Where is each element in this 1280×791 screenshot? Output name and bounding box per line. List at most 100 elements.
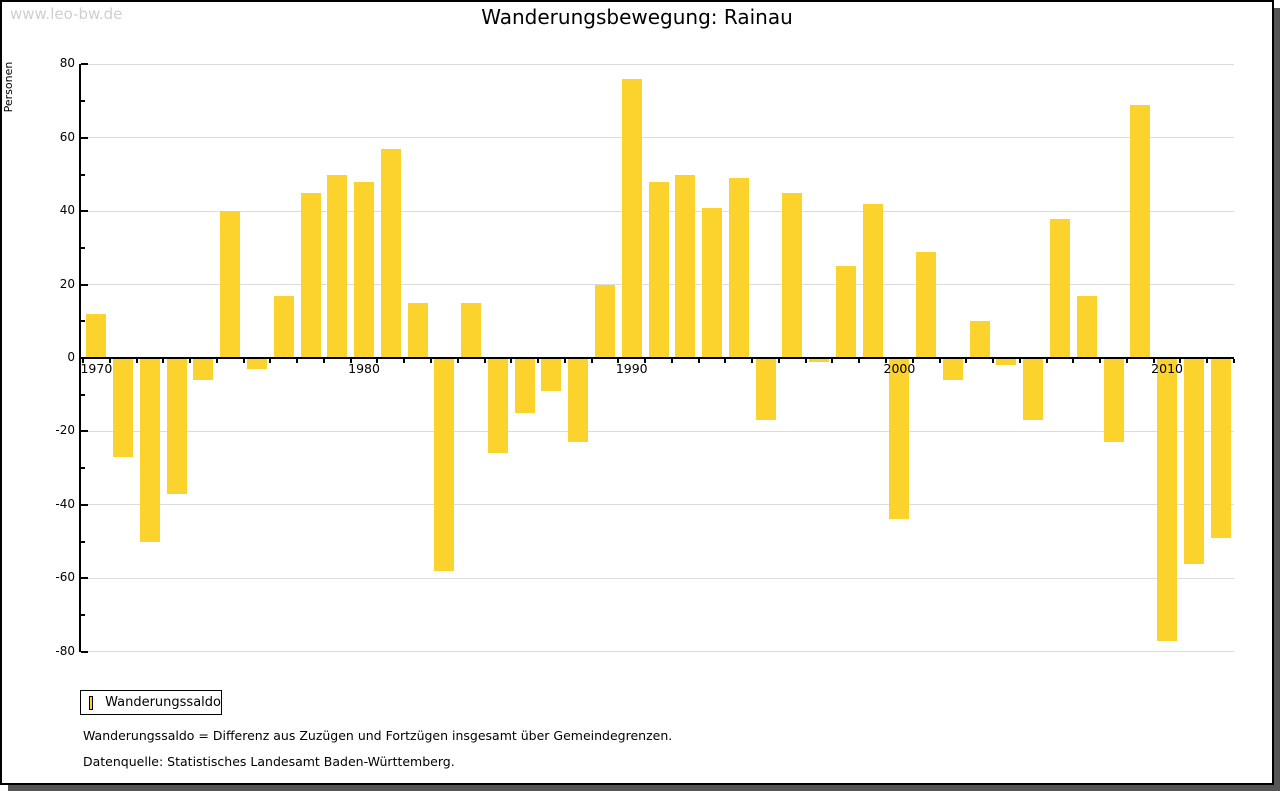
bar-1988 [568,358,589,443]
y-tick-label--20: -20 [55,423,75,438]
x-tick-38 [1099,359,1102,363]
y-tick-80 [81,63,88,66]
x-tick-20 [617,359,620,363]
gridline-80 [80,63,1234,65]
bar-1976 [246,358,267,369]
x-tick-37 [1072,359,1075,363]
bar-1981 [380,148,401,358]
bar-2003 [969,321,990,358]
x-tick-9 [322,359,325,363]
x-tick-25 [751,359,754,363]
y-tick--10 [81,393,85,396]
x-tick-24 [724,359,727,363]
legend: Wanderungssaldo [80,690,222,715]
bar-1991 [648,181,669,358]
y-tick-20 [81,283,88,286]
x-tick-15 [483,359,486,363]
x-tick-label-2000: 2000 [883,361,916,376]
y-axis-title: Personen [2,61,15,113]
bar-1994 [728,178,749,358]
bar-1970 [86,313,107,358]
bar-1999 [862,203,883,358]
x-tick-label-1970: 1970 [80,361,113,376]
y-tick-label-40: 40 [59,203,75,218]
x-tick-10 [349,359,352,363]
x-tick-29 [858,359,861,363]
bar-1986 [514,358,535,414]
x-tick-5 [215,359,218,363]
bar-2010 [1157,358,1178,641]
bar-1997 [809,358,830,362]
x-tick-16 [510,359,513,363]
x-tick-42 [1206,359,1209,363]
x-tick-0 [82,359,84,363]
x-tick-23 [697,359,700,363]
x-tick-26 [777,359,780,363]
bar-1993 [702,207,723,358]
y-tick--40 [81,503,88,506]
x-tick-33 [965,359,968,363]
y-tick-70 [81,100,85,103]
bar-2004 [996,358,1017,366]
bar-1996 [782,192,803,358]
bar-2007 [1076,295,1097,358]
y-tick-label--40: -40 [55,496,75,511]
y-tick--70 [81,613,85,616]
bar-2008 [1103,358,1124,443]
x-tick-40 [1152,359,1155,363]
gridline--20 [80,430,1234,432]
x-tick-8 [296,359,299,363]
gridline--40 [80,504,1234,506]
x-tick-3 [162,359,165,363]
x-tick-22 [670,359,673,363]
y-tick-30 [81,246,85,249]
x-tick-27 [804,359,807,363]
bar-1983 [434,358,455,571]
y-tick-label--60: -60 [55,570,75,585]
x-tick-label-2010: 2010 [1151,361,1183,376]
bar-1984 [461,302,482,358]
y-tick-label-20: 20 [59,276,75,291]
x-tick-39 [1125,359,1128,363]
bar-1985 [487,358,508,454]
y-tick--20 [81,430,88,433]
bar-1975 [220,211,241,358]
x-tick-30 [885,359,888,363]
x-tick-4 [189,359,192,363]
bar-2000 [889,358,910,520]
gridline-60 [80,137,1234,139]
bar-1980 [354,181,375,358]
bar-1987 [541,358,562,392]
bar-2002 [942,358,963,381]
bar-1974 [193,358,214,381]
y-tick--60 [81,577,88,580]
x-tick-36 [1045,359,1048,363]
bar-2006 [1050,218,1070,358]
x-tick-1 [108,359,111,363]
x-tick-34 [992,359,995,363]
footnote-source: Datenquelle: Statistisches Landesamt Bad… [83,754,455,769]
bar-2005 [1023,358,1044,421]
y-tick-label-60: 60 [59,129,75,144]
window-shadow-bottom [8,785,1280,791]
bar-1979 [327,174,348,358]
page-title: Wanderungsbewegung: Rainau [481,5,793,29]
y-tick-10 [81,320,85,323]
x-tick-35 [1018,359,1021,363]
window-shadow-right [1274,8,1280,791]
bar-1977 [273,295,294,358]
x-tick-label-1990: 1990 [615,361,648,376]
y-tick-label-80: 80 [59,56,75,71]
legend-swatch-icon [89,695,94,710]
y-tick--50 [81,540,85,543]
y-tick-label--80: -80 [55,643,75,658]
bar-1982 [407,302,428,358]
x-tick-11 [376,359,379,363]
x-tick-19 [590,359,593,363]
y-tick-label-0: 0 [67,350,75,364]
x-tick-43 [1233,359,1235,363]
bar-2011 [1183,358,1204,564]
bar-1978 [300,192,321,358]
bar-2001 [916,251,937,358]
